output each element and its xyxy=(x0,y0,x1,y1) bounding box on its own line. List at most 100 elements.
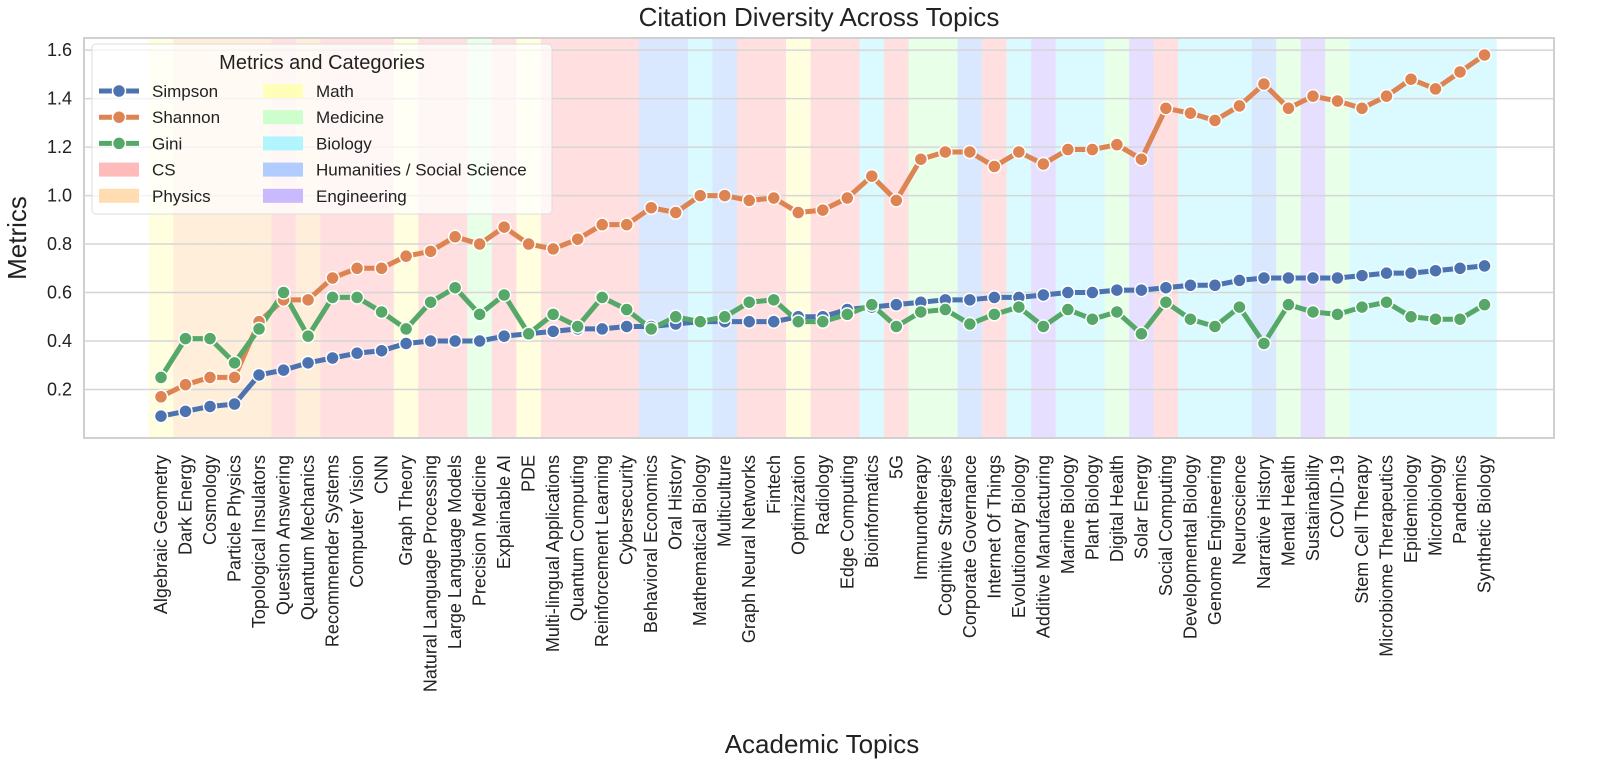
data-point-shannon xyxy=(1134,151,1149,167)
data-point-simpson xyxy=(741,314,757,329)
x-tick-label: Computer Vision xyxy=(347,455,367,588)
x-tick-label: Mental Health xyxy=(1278,455,1298,566)
data-point-gini xyxy=(1403,309,1419,325)
legend-point-marker xyxy=(111,136,127,151)
x-tick-label: Neuroscience xyxy=(1229,455,1249,565)
data-point-gini xyxy=(472,307,487,322)
data-point-simpson xyxy=(1305,270,1321,286)
data-point-simpson xyxy=(594,321,610,337)
x-tick-label: Microbiome Therapeutics xyxy=(1377,455,1397,657)
x-tick-label: Evolutionary Biology xyxy=(1009,455,1029,618)
x-tick-label: Quantum Mechanics xyxy=(298,455,318,620)
y-tick-label: 0.8 xyxy=(47,234,72,254)
data-point-gini xyxy=(1477,297,1492,312)
data-point-shannon xyxy=(1403,71,1419,87)
data-point-shannon xyxy=(840,190,855,206)
x-tick-label: Behavioral Economics xyxy=(641,455,661,633)
x-tick-label: Digital Health xyxy=(1107,455,1127,562)
data-point-shannon xyxy=(962,144,978,160)
x-tick-label: Narrative History xyxy=(1254,455,1274,589)
data-point-shannon xyxy=(521,236,536,252)
data-point-shannon xyxy=(325,270,340,286)
data-point-simpson xyxy=(178,404,193,419)
data-point-gini xyxy=(840,307,855,322)
data-point-shannon xyxy=(153,389,169,405)
y-tick-label: 1.0 xyxy=(47,186,72,206)
x-tick-label: Oral History xyxy=(666,455,686,550)
legend: Metrics and Categories Simpson Shannon Gin… xyxy=(91,43,553,215)
y-tick-label: 0.4 xyxy=(47,331,72,351)
data-point-simpson xyxy=(1060,285,1076,300)
data-point-shannon xyxy=(1085,142,1100,157)
x-tick-label: Plant Biology xyxy=(1082,455,1102,560)
data-point-gini xyxy=(1330,307,1345,322)
data-point-gini xyxy=(325,290,340,305)
data-point-gini xyxy=(643,321,659,337)
data-point-simpson xyxy=(202,399,218,414)
x-tick-label: Microbiology xyxy=(1426,455,1446,556)
series-points xyxy=(153,47,1492,424)
data-point-gini xyxy=(692,314,708,329)
data-point-simpson xyxy=(1158,280,1174,295)
category-band xyxy=(761,38,787,438)
data-point-gini xyxy=(1060,302,1076,317)
x-tick-label: Mathematical Biology xyxy=(690,455,710,626)
data-point-shannon xyxy=(766,190,781,206)
category-band xyxy=(1031,38,1056,438)
data-point-gini xyxy=(913,304,929,320)
x-tick-label: Additive Manufacturing xyxy=(1033,455,1053,638)
category-band xyxy=(957,38,983,438)
data-point-gini xyxy=(398,321,414,337)
x-tick-label: Solar Energy xyxy=(1131,455,1151,559)
data-point-shannon xyxy=(1428,81,1443,97)
category-band xyxy=(1447,38,1473,438)
legend-label: CS xyxy=(152,161,176,180)
category-band xyxy=(1300,38,1326,438)
data-point-shannon xyxy=(472,236,487,252)
x-tick-labels: Algebraic Geometry Dark Energy Cosmology Pa… xyxy=(151,455,1495,692)
x-tick-label: Large Language Models xyxy=(445,455,465,649)
x-tick-label: Graph Theory xyxy=(396,455,416,566)
data-point-gini xyxy=(987,307,1002,322)
data-point-shannon xyxy=(374,261,389,276)
category-band xyxy=(1055,38,1081,438)
category-band xyxy=(1472,38,1497,438)
y-tick-label: 1.2 xyxy=(47,137,72,157)
category-band xyxy=(1398,38,1424,438)
category-band xyxy=(687,38,713,438)
data-point-gini xyxy=(1183,311,1198,327)
data-point-gini xyxy=(1207,319,1223,334)
legend-label: Medicine xyxy=(316,108,384,127)
legend-label: Physics xyxy=(152,187,211,206)
data-point-gini xyxy=(570,319,585,334)
data-point-gini xyxy=(741,294,757,310)
data-point-simpson xyxy=(325,350,340,366)
data-point-gini xyxy=(276,285,291,300)
legend-box xyxy=(91,43,553,215)
data-point-shannon xyxy=(668,205,683,220)
x-tick-label: Multiculture xyxy=(715,455,735,547)
data-point-gini xyxy=(496,287,512,303)
category-band xyxy=(1202,38,1228,438)
category-band xyxy=(1423,38,1448,438)
data-point-simpson xyxy=(766,314,781,329)
x-tick-label: Natural Language Processing xyxy=(421,455,441,692)
data-point-shannon xyxy=(692,188,708,203)
data-point-simpson xyxy=(1379,265,1394,281)
category-band xyxy=(638,38,664,438)
data-point-gini xyxy=(1109,304,1125,320)
data-point-gini xyxy=(1158,294,1174,310)
data-point-gini xyxy=(1256,336,1272,351)
data-point-simpson xyxy=(1256,270,1272,286)
x-tick-label: Internet Of Things xyxy=(984,455,1004,599)
data-point-shannon xyxy=(1183,105,1198,121)
legend-category-swatch xyxy=(99,188,139,203)
x-tick-label: Genome Engineering xyxy=(1205,455,1225,625)
x-tick-label: PDE xyxy=(519,455,539,492)
data-point-simpson xyxy=(1085,285,1100,300)
data-point-simpson xyxy=(889,297,904,312)
data-point-gini xyxy=(938,302,953,317)
x-tick-label: Graph Neural Networks xyxy=(739,455,759,643)
x-tick-label: Epidemiology xyxy=(1401,455,1421,563)
data-point-simpson xyxy=(1109,282,1125,298)
